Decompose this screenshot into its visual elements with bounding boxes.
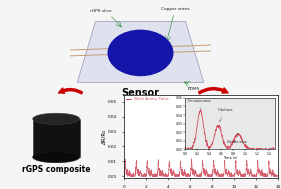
Text: PDMS: PDMS: [188, 87, 200, 91]
Polygon shape: [33, 119, 80, 157]
Ellipse shape: [33, 113, 80, 125]
Text: Sensor: Sensor: [121, 88, 160, 98]
Polygon shape: [77, 22, 204, 82]
FancyArrowPatch shape: [58, 88, 83, 94]
Text: Copper wires: Copper wires: [161, 7, 190, 11]
Ellipse shape: [33, 151, 80, 163]
Text: rGPS slice: rGPS slice: [90, 9, 112, 13]
Text: rGPS composite: rGPS composite: [22, 166, 90, 174]
Circle shape: [108, 30, 173, 76]
Y-axis label: ΔR/R₀: ΔR/R₀: [101, 128, 106, 144]
Legend: Wrist Artery Pulse: Wrist Artery Pulse: [126, 96, 170, 102]
FancyArrowPatch shape: [198, 88, 228, 94]
